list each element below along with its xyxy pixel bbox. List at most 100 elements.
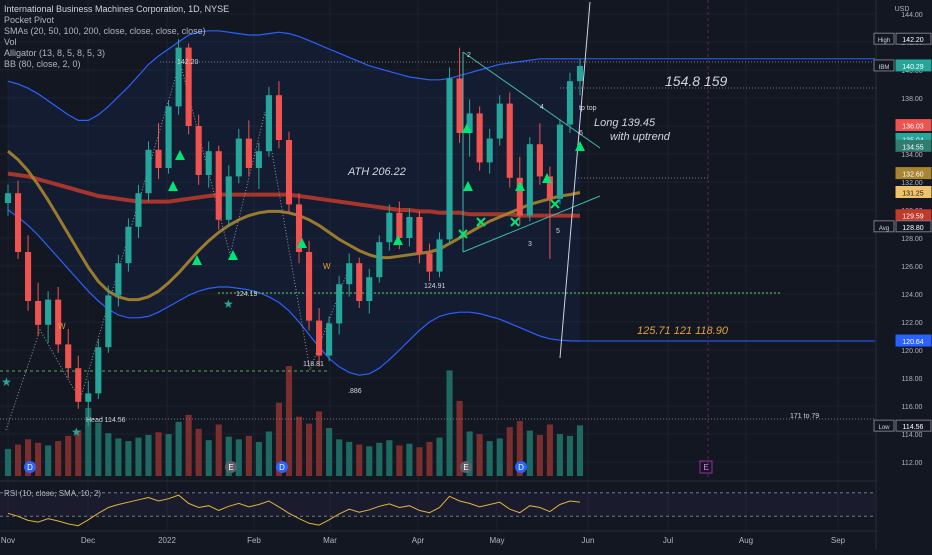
price-badge-label: Avg — [879, 226, 889, 232]
legend-vol[interactable]: Vol — [4, 37, 17, 47]
pocket-pivot-marker — [393, 235, 403, 245]
wave-4: 4 — [540, 104, 544, 111]
volume-bar — [155, 432, 162, 476]
price-tick: 116.00 — [902, 404, 923, 411]
volume-bar — [366, 446, 373, 476]
candle-body — [25, 252, 32, 301]
time-axis: Nov Dec 2022 Feb Mar Apr May Jun Jul Aug Sep — [0, 530, 932, 545]
candle-body — [406, 217, 413, 238]
candle-body — [546, 176, 553, 199]
signal-markers: ★ ★ ★ — [1, 123, 585, 439]
volume-bar — [295, 416, 303, 476]
event-circle — [515, 461, 527, 473]
cross-marker — [476, 217, 486, 227]
candle-body — [396, 212, 403, 238]
candle-body — [295, 204, 303, 252]
time-axis-label: 2022 — [158, 536, 176, 545]
volume-bar — [486, 441, 493, 476]
volume-bar — [446, 370, 453, 476]
annot-head: Head 114.56 — [86, 417, 126, 424]
volume-bar — [275, 402, 283, 476]
volume-bar — [466, 431, 473, 476]
candle-body — [526, 144, 533, 216]
candle-body — [305, 252, 313, 321]
pocket-pivot-marker — [575, 141, 585, 151]
annot-level-124-19: 124.19 — [236, 291, 258, 298]
candle-body — [105, 295, 112, 348]
annot-level-124-91: 124.91 — [424, 283, 446, 290]
candle-body — [376, 242, 383, 278]
volume-bar — [4, 448, 12, 476]
price-badge-value: 128.80 — [902, 225, 924, 232]
time-axis-label: Apr — [412, 536, 425, 545]
price-badge-label-box — [873, 220, 895, 233]
candle-body — [265, 95, 272, 152]
price-axis-bg — [876, 0, 932, 550]
wave-2: 2 — [467, 52, 471, 59]
w-mark-1: W — [58, 322, 66, 331]
candle-body — [275, 95, 283, 140]
wave-6: 6 — [579, 130, 583, 137]
volume-bar — [215, 424, 222, 476]
volume-bar — [175, 421, 182, 476]
candle-body — [536, 144, 543, 177]
legend-pocket-pivot[interactable]: Pocket Pivot — [4, 15, 55, 25]
wave-5: 5 — [556, 228, 560, 235]
candle-body — [436, 239, 443, 272]
price-badge-value: 114.56 — [903, 424, 924, 431]
annot-tp-top: tp top — [579, 105, 597, 112]
price-tick: 122.00 — [901, 320, 923, 327]
time-axis-label: May — [489, 536, 504, 545]
time-axis-label: Jul — [663, 536, 673, 545]
cross-marker — [458, 229, 468, 239]
volume-bar — [105, 433, 112, 476]
star-marker: ★ — [71, 425, 82, 439]
event-circle — [225, 461, 237, 473]
candle-body — [205, 151, 212, 175]
rsi-line — [7, 494, 581, 527]
legend-bb[interactable]: BB (80, close, 2, 0) — [4, 59, 81, 69]
candle-body — [65, 344, 72, 369]
volume-bar — [526, 430, 533, 476]
candle-body — [115, 263, 122, 296]
volume-bar — [85, 407, 92, 476]
candle-body — [45, 299, 52, 325]
legend-alligator[interactable]: Alligator (13, 8, 5, 8, 5, 3) — [4, 48, 106, 58]
star-marker: ★ — [1, 375, 12, 389]
candle-body — [4, 193, 12, 203]
candle-body — [576, 65, 584, 82]
volume-bar — [316, 411, 323, 476]
time-axis-label: Aug — [739, 536, 753, 545]
volume-bar — [566, 435, 574, 476]
volume-bar — [95, 422, 102, 476]
pocket-pivot-marker — [192, 255, 202, 265]
candle-body — [165, 106, 172, 168]
candle-body — [336, 284, 343, 324]
volume-bar — [546, 424, 553, 476]
volume-bar — [506, 427, 513, 476]
annot-long-note: Long 139.45 — [594, 117, 656, 129]
volume-bar — [436, 437, 443, 476]
candle-body — [456, 78, 463, 133]
bb-upper-line — [7, 30, 580, 121]
volume-bar — [336, 439, 343, 476]
candle-body — [476, 113, 483, 163]
annot-high: 142.20 — [177, 59, 199, 66]
price-badge-label: IBM — [879, 65, 890, 71]
candle-body — [225, 176, 232, 220]
annot-targets-down: 125.71 121 118.90 — [637, 325, 729, 337]
candle-body — [55, 299, 62, 345]
price-badge-value: 120.64 — [902, 339, 924, 346]
volume-bar — [326, 427, 333, 476]
candle-body — [446, 78, 453, 240]
volume-bar — [75, 430, 82, 476]
price-tick: 140.00 — [901, 68, 923, 75]
price-badge — [895, 139, 932, 152]
candle-body — [125, 226, 132, 264]
price-badge — [895, 186, 932, 198]
price-badge-value: 132.60 — [902, 172, 924, 179]
bb-lower-line — [7, 209, 581, 376]
legend-smas[interactable]: SMAs (20, 50, 100, 200, close, close, cl… — [4, 26, 206, 36]
